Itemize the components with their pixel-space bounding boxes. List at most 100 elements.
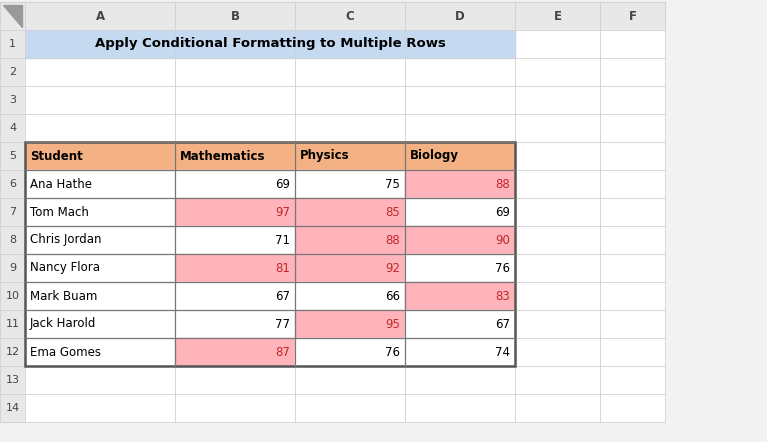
Text: 12: 12 <box>5 347 20 357</box>
Text: F: F <box>628 9 637 23</box>
Bar <box>405 310 515 338</box>
Text: 76: 76 <box>385 346 400 358</box>
Bar <box>295 254 405 282</box>
Text: 14: 14 <box>5 403 20 413</box>
Text: 95: 95 <box>385 317 400 331</box>
Bar <box>0 366 25 394</box>
Text: A: A <box>95 9 104 23</box>
Text: B: B <box>231 9 239 23</box>
Bar <box>175 198 295 226</box>
Text: 5: 5 <box>9 151 16 161</box>
Text: 1: 1 <box>9 39 16 49</box>
Bar <box>175 282 295 310</box>
Text: Mathematics: Mathematics <box>180 149 265 163</box>
Text: 69: 69 <box>495 206 510 218</box>
Text: 7: 7 <box>9 207 16 217</box>
Text: 67: 67 <box>275 290 290 302</box>
Text: 88: 88 <box>495 178 510 191</box>
Bar <box>25 170 175 198</box>
Text: 13: 13 <box>5 375 19 385</box>
Bar <box>295 198 405 226</box>
Text: Nancy Flora: Nancy Flora <box>30 262 100 274</box>
Bar <box>175 170 295 198</box>
Bar <box>25 338 175 366</box>
Bar <box>0 58 25 86</box>
Bar <box>25 310 665 338</box>
Bar <box>25 282 175 310</box>
Text: 75: 75 <box>385 178 400 191</box>
Bar <box>25 58 665 86</box>
Text: C: C <box>346 9 354 23</box>
Bar <box>0 142 25 170</box>
Bar <box>25 30 515 58</box>
Bar <box>25 142 515 366</box>
Text: 9: 9 <box>9 263 16 273</box>
Text: 74: 74 <box>495 346 510 358</box>
Text: E: E <box>554 9 561 23</box>
Text: 92: 92 <box>385 262 400 274</box>
Text: 85: 85 <box>385 206 400 218</box>
Text: 83: 83 <box>495 290 510 302</box>
Bar <box>405 142 515 170</box>
Text: Mark Buam: Mark Buam <box>30 290 97 302</box>
Bar <box>25 338 665 366</box>
Bar <box>25 142 665 170</box>
Bar <box>295 170 405 198</box>
Text: 69: 69 <box>275 178 290 191</box>
Bar <box>0 226 25 254</box>
Text: 10: 10 <box>5 291 19 301</box>
Bar <box>175 310 295 338</box>
Bar <box>405 226 515 254</box>
Bar <box>25 198 665 226</box>
Text: 87: 87 <box>275 346 290 358</box>
Bar <box>175 254 295 282</box>
Bar <box>0 170 25 198</box>
Polygon shape <box>3 5 22 27</box>
Text: 90: 90 <box>495 233 510 247</box>
Text: Ema Gomes: Ema Gomes <box>30 346 101 358</box>
Bar <box>25 254 665 282</box>
Text: 11: 11 <box>5 319 19 329</box>
Bar <box>405 282 515 310</box>
Text: Ana Hathe: Ana Hathe <box>30 178 92 191</box>
Text: 71: 71 <box>275 233 290 247</box>
Text: 66: 66 <box>385 290 400 302</box>
Bar <box>25 198 175 226</box>
Text: Biology: Biology <box>410 149 459 163</box>
Bar <box>175 338 295 366</box>
Bar <box>25 366 665 394</box>
Bar <box>405 198 515 226</box>
Text: 81: 81 <box>275 262 290 274</box>
Text: 67: 67 <box>495 317 510 331</box>
Bar <box>25 114 665 142</box>
Bar <box>25 226 665 254</box>
Bar <box>25 282 665 310</box>
Text: Student: Student <box>30 149 83 163</box>
Bar <box>25 30 665 58</box>
Bar <box>405 338 515 366</box>
Bar <box>295 142 405 170</box>
Bar <box>0 338 25 366</box>
Text: 8: 8 <box>9 235 16 245</box>
Text: Tom Mach: Tom Mach <box>30 206 89 218</box>
Bar <box>405 254 515 282</box>
Text: 6: 6 <box>9 179 16 189</box>
Bar <box>0 282 25 310</box>
Text: 97: 97 <box>275 206 290 218</box>
Bar <box>25 142 175 170</box>
Bar <box>25 394 665 422</box>
Bar <box>0 198 25 226</box>
Bar <box>295 338 405 366</box>
Bar <box>175 142 295 170</box>
Bar <box>25 86 665 114</box>
Text: 4: 4 <box>9 123 16 133</box>
Text: 88: 88 <box>385 233 400 247</box>
Text: Apply Conditional Formatting to Multiple Rows: Apply Conditional Formatting to Multiple… <box>94 38 446 50</box>
Text: 2: 2 <box>9 67 16 77</box>
Bar <box>0 254 25 282</box>
Bar <box>175 226 295 254</box>
Bar <box>0 394 25 422</box>
Text: Chris Jordan: Chris Jordan <box>30 233 101 247</box>
Bar <box>0 86 25 114</box>
Text: Jack Harold: Jack Harold <box>30 317 97 331</box>
